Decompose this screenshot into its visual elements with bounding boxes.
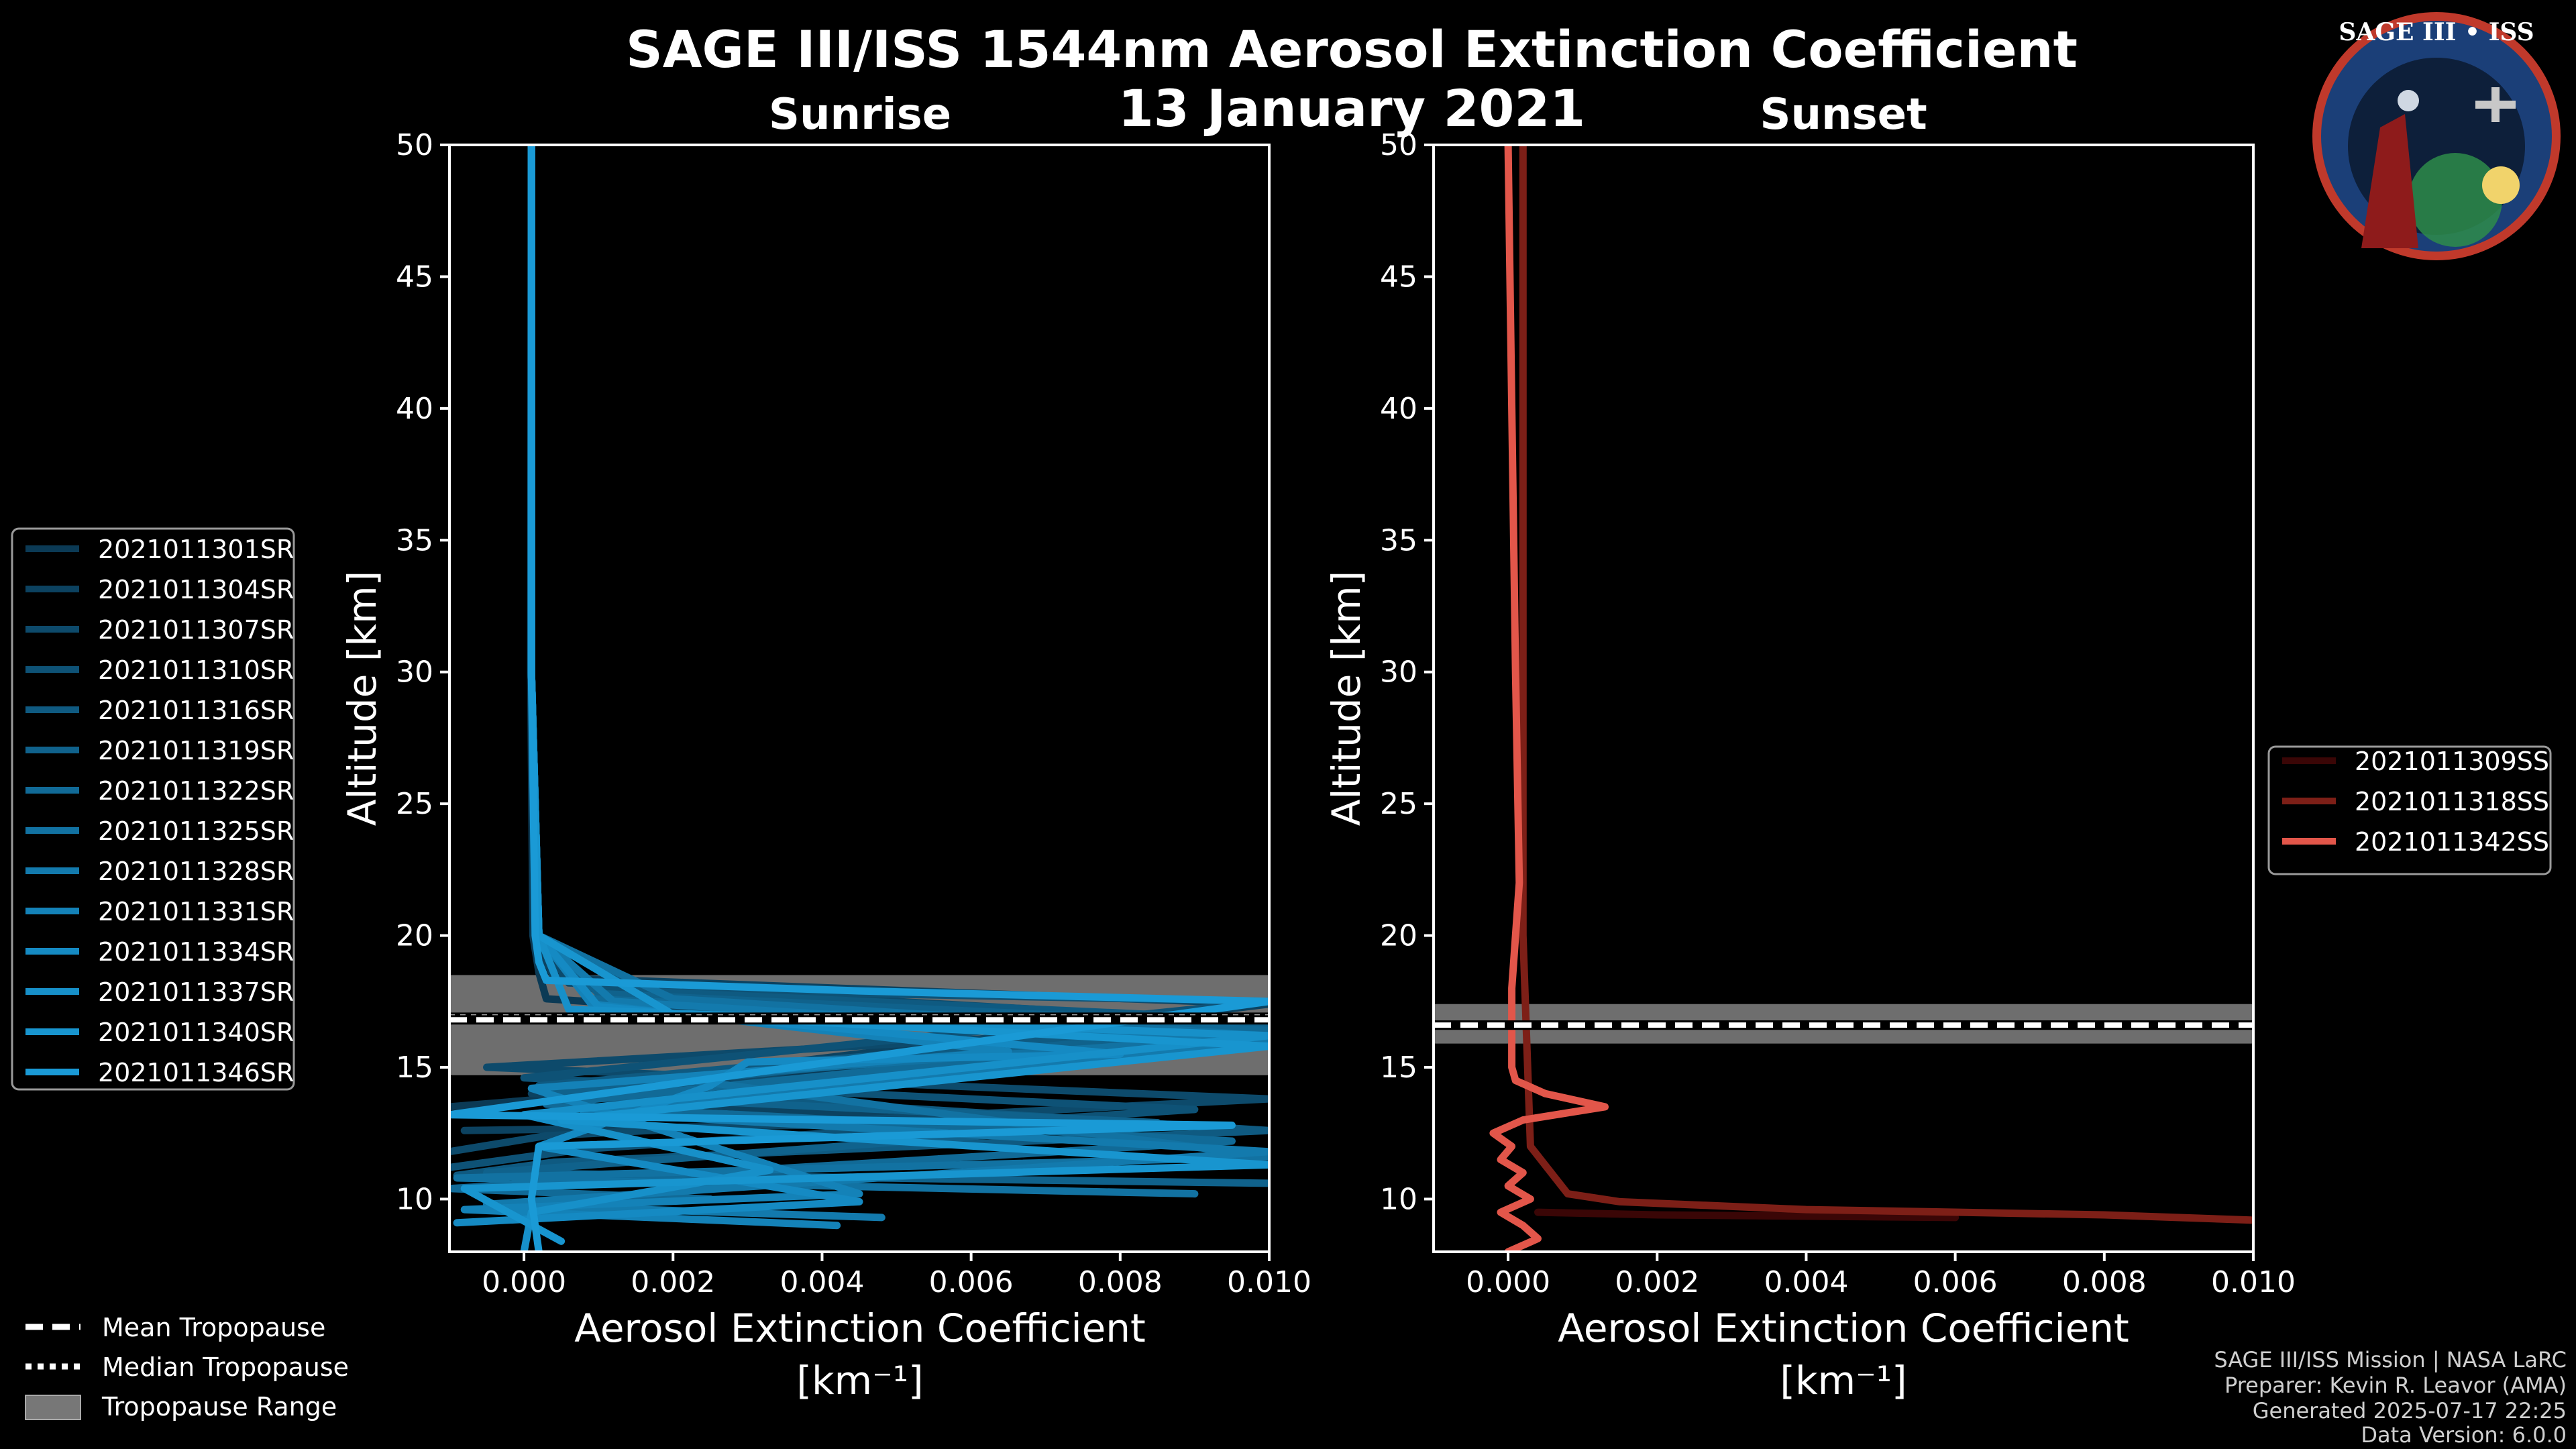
sunrise-legend-label: 2021011301SR <box>98 535 294 564</box>
sunset-x-tick-label: 0.008 <box>2062 1265 2147 1299</box>
sunset-x-tick-label: 0.000 <box>1466 1265 1550 1299</box>
sunrise-y-tick-label: 30 <box>396 655 433 690</box>
sunrise-x-tick-label: 0.008 <box>1078 1265 1163 1299</box>
sunset-y-tick-label: 25 <box>1380 787 1417 821</box>
sunrise-series-layer <box>449 145 1269 1252</box>
logo-earth <box>2408 153 2502 247</box>
mean-tropopause-label: Mean Tropopause <box>102 1313 325 1342</box>
tropopause-legend: Mean Tropopause Median Tropopause Tropop… <box>25 1313 349 1421</box>
logo-station-mast <box>2491 87 2500 122</box>
sunrise-legend-label: 2021011322SR <box>98 776 294 806</box>
logo-figure <box>2361 114 2418 248</box>
sunrise-legend-label: 2021011340SR <box>98 1018 294 1047</box>
sunrise-legend-label: 2021011334SR <box>98 937 294 967</box>
sunrise-x-tick-label: 0.004 <box>780 1265 864 1299</box>
tropopause-range-label: Tropopause Range <box>101 1392 337 1421</box>
sunrise-legend: 2021011301SR 2021011304SR 2021011307SR 2021… <box>11 527 295 1091</box>
sunrise-series-2021011346SR <box>449 145 1269 1252</box>
credits: SAGE III/ISS Mission | NASA LaRC Prepare… <box>2214 1347 2567 1448</box>
sunset-y-axis-label: Altitude [km] <box>1324 571 1369 826</box>
sunset-legend-label: 2021011309SS <box>2355 747 2549 776</box>
sunset-series-2021011318SS <box>1519 145 2253 1224</box>
credit-generated: Generated 2025-07-17 22:25 <box>2253 1398 2567 1424</box>
sunset-panel-title: Sunset <box>1760 90 1927 140</box>
sunset-legend-frame <box>2267 745 2552 875</box>
sunrise-legend-label: 2021011310SR <box>98 655 294 685</box>
sunset-series-2021011342SS <box>1489 145 1609 1252</box>
sunrise-legend-label: 2021011304SR <box>98 575 294 604</box>
sunrise-x-tick-label: 0.002 <box>631 1265 715 1299</box>
sunset-y-tick-label: 40 <box>1380 392 1417 426</box>
sunrise-y-axis-label: Altitude [km] <box>339 571 385 826</box>
sunrise-legend-label: 2021011337SR <box>98 977 294 1007</box>
sunset-series-2021011309SS <box>1534 1208 1960 1222</box>
sunrise-y-tick-label: 10 <box>396 1182 433 1216</box>
sunrise-panel: 0.000 0.002 0.004 0.006 0.008 0.010 10 15 20 25 30… <box>339 128 1311 1403</box>
sunrise-x-axis-unit: [km⁻¹] <box>796 1358 923 1403</box>
sunrise-x-axis-label: Aerosol Extinction Coefficient <box>574 1305 1146 1351</box>
sunset-series-layer <box>1434 145 2253 1252</box>
sunset-y-tick-label: 50 <box>1380 128 1417 162</box>
sunrise-legend-label: 2021011325SR <box>98 816 294 846</box>
sunrise-y-tick-label: 35 <box>396 523 433 557</box>
sunset-y-tick-label: 15 <box>1380 1051 1417 1085</box>
logo-text: SAGE III • ISS <box>2339 18 2534 46</box>
sunrise-x-tick-label: 0.000 <box>482 1265 566 1299</box>
sage-iss-logo: SAGE III • ISS <box>2312 12 2561 260</box>
sunset-ticks: 0.000 0.002 0.004 0.006 0.008 0.010 10 15 20 25 30… <box>1380 128 2296 1299</box>
sunset-y-tick-label: 20 <box>1380 919 1417 953</box>
sunset-x-tick-label: 0.006 <box>1913 1265 1998 1299</box>
sunset-x-tick-label: 0.004 <box>1764 1265 1848 1299</box>
sunrise-y-tick-label: 25 <box>396 787 433 821</box>
sunrise-y-tick-label: 50 <box>396 128 433 162</box>
sunset-y-tick-label: 35 <box>1380 523 1417 557</box>
sunrise-x-tick-label: 0.010 <box>1227 1265 1311 1299</box>
sunrise-legend-label: 2021011346SR <box>98 1058 294 1087</box>
sunrise-plot-frame <box>448 144 1271 1253</box>
sunrise-x-tick-label: 0.006 <box>929 1265 1014 1299</box>
sunrise-legend-label: 2021011316SR <box>98 696 294 725</box>
logo-moon <box>2398 90 2419 111</box>
sunset-panel: 0.000 0.002 0.004 0.006 0.008 0.010 10 15 20 25 30… <box>1324 128 2296 1403</box>
credit-preparer: Preparer: Kevin R. Leavor (AMA) <box>2224 1373 2567 1398</box>
credit-data-version: Data Version: 6.0.0 <box>2361 1422 2567 1448</box>
sunrise-legend-label: 2021011307SR <box>98 615 294 645</box>
sunrise-legend-label: 2021011331SR <box>98 897 294 926</box>
sunrise-y-tick-label: 15 <box>396 1051 433 1085</box>
chart-date: 13 January 2021 <box>1118 78 1585 138</box>
sunset-x-tick-label: 0.010 <box>2211 1265 2296 1299</box>
sunset-legend-label: 2021011342SS <box>2355 827 2549 857</box>
sunset-y-tick-label: 30 <box>1380 655 1417 690</box>
sunrise-legend-frame <box>11 527 295 1091</box>
median-tropopause-label: Median Tropopause <box>102 1352 349 1382</box>
sunset-y-tick-label: 10 <box>1380 1182 1417 1216</box>
sunset-plot-frame <box>1432 144 2255 1253</box>
sunset-plot-area <box>1434 145 2253 1252</box>
sunrise-panel-title: Sunrise <box>769 90 951 140</box>
sunset-x-axis-unit: [km⁻¹] <box>1780 1358 1907 1403</box>
sunset-legend: 2021011309SS 2021011318SS 2021011342SS <box>2267 745 2552 875</box>
tropopause-range-swatch <box>25 1395 81 1420</box>
sunrise-ticks: 0.000 0.002 0.004 0.006 0.008 0.010 10 15 20 25 30… <box>396 128 1311 1299</box>
sunset-y-tick-label: 45 <box>1380 260 1417 294</box>
logo-sun <box>2482 166 2520 204</box>
sunset-legend-label: 2021011318SS <box>2355 787 2549 816</box>
sunset-x-axis-label: Aerosol Extinction Coefficient <box>1558 1305 2129 1351</box>
sunrise-legend-label: 2021011319SR <box>98 736 294 765</box>
sunrise-y-tick-label: 20 <box>396 919 433 953</box>
sunrise-y-tick-label: 45 <box>396 260 433 294</box>
chart-title: SAGE III/ISS 1544nm Aerosol Extinction C… <box>626 19 2078 79</box>
credit-mission: SAGE III/ISS Mission | NASA LaRC <box>2214 1347 2567 1373</box>
sunrise-legend-label: 2021011328SR <box>98 857 294 886</box>
sunrise-y-tick-label: 40 <box>396 392 433 426</box>
sunset-x-tick-label: 0.002 <box>1615 1265 1699 1299</box>
